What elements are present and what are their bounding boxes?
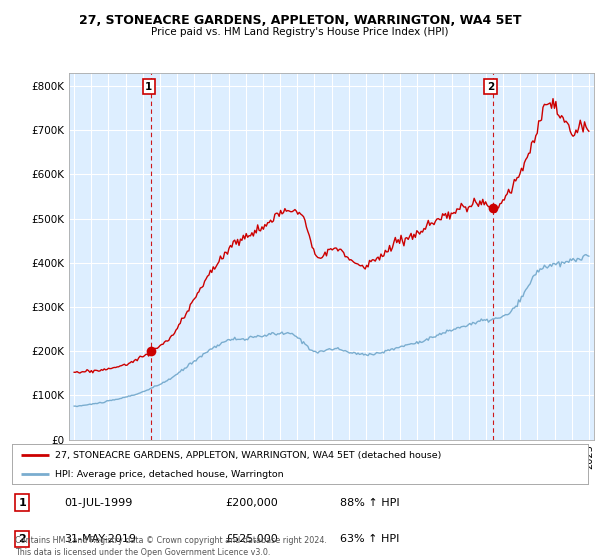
Text: 88% ↑ HPI: 88% ↑ HPI — [340, 498, 400, 507]
Text: £200,000: £200,000 — [225, 498, 278, 507]
Text: 2: 2 — [19, 534, 26, 544]
Text: 1: 1 — [19, 498, 26, 507]
Text: £525,000: £525,000 — [225, 534, 278, 544]
Text: 63% ↑ HPI: 63% ↑ HPI — [340, 534, 400, 544]
Text: Contains HM Land Registry data © Crown copyright and database right 2024.
This d: Contains HM Land Registry data © Crown c… — [15, 536, 327, 557]
Text: Price paid vs. HM Land Registry's House Price Index (HPI): Price paid vs. HM Land Registry's House … — [151, 27, 449, 37]
Text: 31-MAY-2019: 31-MAY-2019 — [64, 534, 136, 544]
Text: 2: 2 — [487, 82, 494, 92]
Text: 27, STONEACRE GARDENS, APPLETON, WARRINGTON, WA4 5ET (detached house): 27, STONEACRE GARDENS, APPLETON, WARRING… — [55, 451, 442, 460]
Text: HPI: Average price, detached house, Warrington: HPI: Average price, detached house, Warr… — [55, 470, 284, 479]
Text: 1: 1 — [145, 82, 152, 92]
Text: 27, STONEACRE GARDENS, APPLETON, WARRINGTON, WA4 5ET: 27, STONEACRE GARDENS, APPLETON, WARRING… — [79, 14, 521, 27]
Text: 01-JUL-1999: 01-JUL-1999 — [64, 498, 132, 507]
